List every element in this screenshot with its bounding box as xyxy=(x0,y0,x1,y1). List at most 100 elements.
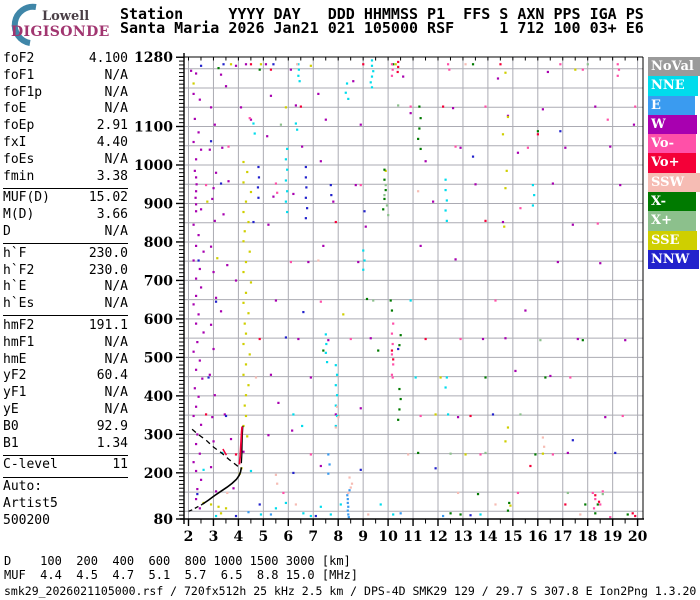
echo-dot-nnw xyxy=(304,196,307,199)
param-value: N/A xyxy=(104,101,128,117)
echo-dot-nnw xyxy=(491,413,495,416)
echo-dot-x xyxy=(337,414,340,418)
echo-dot-w xyxy=(267,223,270,226)
echo-dot-w xyxy=(214,296,218,299)
echo-dot-w xyxy=(301,145,304,148)
echo-dot-w xyxy=(359,407,362,410)
echo-dot-e xyxy=(346,501,349,505)
echo-dot-nnw xyxy=(434,467,437,470)
param-value: 230.0 xyxy=(88,245,128,261)
echo-dot-vo xyxy=(309,453,312,456)
echo-dot-ssw xyxy=(254,376,258,379)
echo-dot-w xyxy=(264,63,268,66)
echo-dot-vo xyxy=(448,68,451,71)
echo-dot-sse xyxy=(217,505,220,508)
echo-dot-x xyxy=(384,188,387,192)
echo-dot-vo xyxy=(494,299,497,302)
echo-dot-sse xyxy=(342,313,345,316)
echo-dot-vo xyxy=(249,63,253,66)
echo-dot-sse xyxy=(504,440,507,443)
header-field-names: Station YYYY DAY DDD HHMMSS P1 FFS S AXN… xyxy=(120,5,644,23)
echo-dot-x xyxy=(581,339,584,342)
echo-dot-ssw xyxy=(541,436,544,439)
echo-dot-w xyxy=(546,70,549,74)
echo-dot-w xyxy=(194,469,198,473)
param-label: foF1p xyxy=(3,84,43,100)
echo-dot-x xyxy=(417,451,420,455)
echo-dot-ssw xyxy=(226,491,229,495)
echo-dot-w xyxy=(209,323,213,326)
echo-dot-w xyxy=(516,151,520,154)
param-value: N/A xyxy=(104,84,128,100)
echo-dot-sse xyxy=(249,281,253,284)
echo-dot-nne xyxy=(335,414,339,418)
echo-dot-w xyxy=(501,220,505,224)
echo-dot-sse xyxy=(506,426,510,429)
echo-dot-sse xyxy=(243,230,246,233)
echo-dot-w xyxy=(222,213,225,216)
echo-dot-nnw xyxy=(222,63,225,66)
echo-dot-nnw xyxy=(363,210,366,213)
legend-item-e: E xyxy=(648,95,695,115)
echo-dot-x xyxy=(382,208,385,211)
echo-dot-nnw xyxy=(304,217,307,220)
echo-dot-sse xyxy=(209,503,213,506)
echo-dot-x xyxy=(419,147,422,151)
echo-dot-w xyxy=(481,337,485,341)
echo-dot-sse xyxy=(247,312,250,315)
echo-dot-w xyxy=(564,146,567,149)
echo-dot-w xyxy=(193,387,196,390)
param-row: hmF1 N/A xyxy=(3,335,128,352)
echo-dot-nne xyxy=(286,210,289,214)
echo-dot-x xyxy=(389,299,392,302)
echo-dot-ssw xyxy=(456,491,460,495)
echo-dot-x xyxy=(418,127,421,130)
param-value: N/A xyxy=(104,67,128,83)
echo-dot-nnw xyxy=(571,439,574,442)
echo-dot-w xyxy=(211,197,214,201)
param-row: foEp 2.91 xyxy=(3,118,128,135)
echo-dot-nnw xyxy=(559,130,562,133)
echo-dot-x xyxy=(584,503,587,506)
echo-dot-vo xyxy=(536,133,539,136)
legend-item-nnw: NNW xyxy=(648,249,699,270)
echo-dot-nne xyxy=(479,513,482,516)
param-row: MUF(D) 15.02 xyxy=(3,190,128,207)
param-row: D N/A xyxy=(3,224,128,241)
echo-dot-e xyxy=(346,497,349,501)
echo-dot-vo xyxy=(519,207,522,210)
echo-dot-nnw xyxy=(292,471,295,475)
echo-dot-vo xyxy=(274,182,278,185)
echo-dot-ssw xyxy=(317,259,320,262)
x-tick-label: 16 xyxy=(528,529,547,545)
echo-dot-w xyxy=(194,497,198,501)
echo-dot-w xyxy=(459,146,462,149)
echo-dot-ssw xyxy=(276,482,279,485)
echo-dot-nnw xyxy=(359,468,362,471)
echo-dot-nne xyxy=(370,64,374,67)
echo-dot-vo xyxy=(634,514,637,518)
echo-dot-nne xyxy=(284,200,288,203)
echo-dot-e xyxy=(441,514,445,518)
param-row: yF2 60.4 xyxy=(3,368,128,385)
echo-dot-vo xyxy=(594,497,597,501)
echo-dot-x xyxy=(383,197,386,201)
echo-dot-w xyxy=(192,92,195,95)
echo-dot-vo xyxy=(551,453,554,456)
echo-dot-sse xyxy=(505,169,508,172)
x-tick-label: 2 xyxy=(184,529,194,545)
echo-dot-sse xyxy=(504,187,507,190)
echo-dot-sse xyxy=(501,133,505,136)
echo-dot-x xyxy=(459,513,462,516)
echo-dot-w xyxy=(199,286,203,289)
echo-dot-e xyxy=(346,494,349,497)
echo-dot-vo xyxy=(581,68,584,71)
echo-dot-w xyxy=(212,440,215,443)
echo-dot-nne xyxy=(445,199,448,202)
echo-dot-nnw xyxy=(209,140,213,143)
echo-dot-nne xyxy=(297,68,300,71)
echo-dot-sse xyxy=(242,373,245,376)
echo-dot-nnw xyxy=(284,336,288,339)
echo-dot-sse xyxy=(541,452,544,455)
echo-dot-vo xyxy=(392,322,395,325)
